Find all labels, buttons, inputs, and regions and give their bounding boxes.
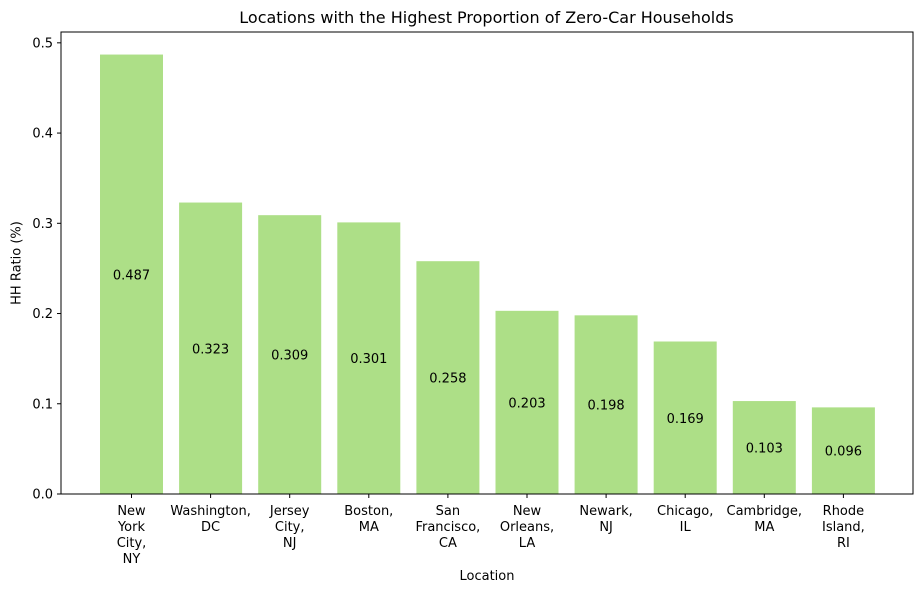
bar (574, 315, 638, 494)
bar-value-label: 0.323 (192, 342, 229, 357)
bar-value-label: 0.487 (113, 268, 150, 283)
x-tick-label: Jersey City, NJ (269, 504, 310, 551)
bar-value-label: 0.103 (746, 442, 783, 457)
y-tick-label: 0.0 (32, 488, 53, 503)
bar (179, 202, 243, 494)
y-axis-label: HH Ratio (%) (9, 221, 25, 305)
x-tick-label: Rhode Island, RI (822, 504, 865, 551)
x-axis-label: Location (459, 569, 515, 584)
bar (811, 407, 875, 494)
chart-title: Locations with the Highest Proportion of… (239, 8, 734, 27)
bar (495, 310, 559, 494)
bar (337, 222, 401, 494)
x-tick-label: New York City, NY (117, 504, 147, 567)
x-tick-label: Newark, NJ (579, 504, 632, 535)
y-tick-label: 0.3 (32, 217, 53, 232)
x-tick-label: New Orleans, LA (500, 504, 554, 551)
x-tick-label: Washington, DC (170, 504, 251, 535)
y-tick-label: 0.5 (32, 36, 53, 51)
bar-value-label: 0.309 (271, 349, 308, 364)
bar-value-label: 0.203 (508, 396, 545, 411)
x-tick-label: Chicago, IL (657, 504, 713, 535)
plot-frame (60, 31, 914, 495)
bar (653, 341, 717, 494)
bar-value-label: 0.301 (350, 352, 387, 367)
bar-value-label: 0.198 (587, 399, 624, 414)
bar (100, 54, 163, 494)
bar (732, 401, 796, 494)
y-tick-label: 0.2 (32, 307, 53, 322)
x-tick-label: Boston, MA (344, 504, 393, 535)
bar-value-label: 0.169 (667, 412, 704, 427)
x-tick-label: Cambridge, MA (727, 504, 803, 535)
bar (258, 215, 322, 494)
bar (416, 261, 480, 494)
y-tick-label: 0.4 (32, 127, 53, 142)
bar-value-label: 0.258 (429, 372, 466, 387)
y-tick-label: 0.1 (32, 397, 53, 412)
bar-value-label: 0.096 (825, 445, 862, 460)
x-tick-label: San Francisco, CA (415, 504, 480, 551)
